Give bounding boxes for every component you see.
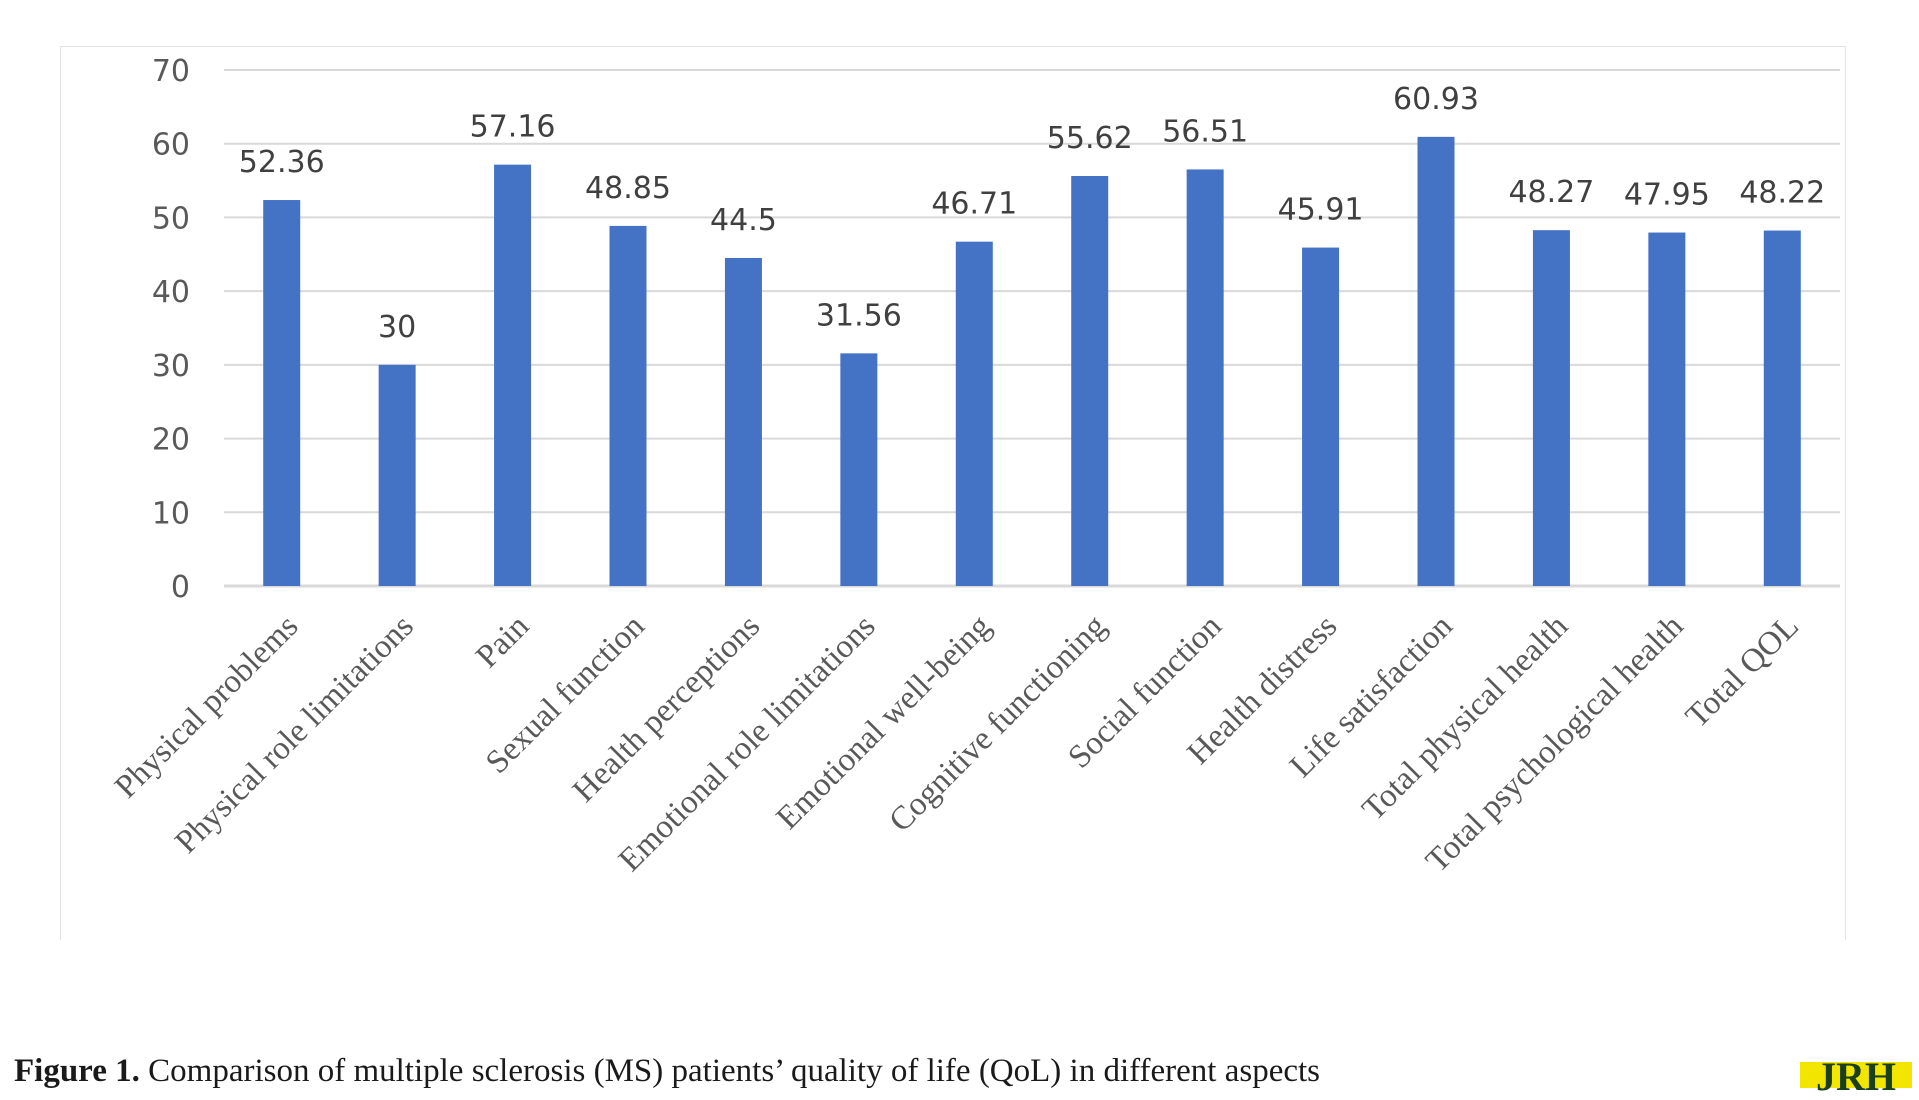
data-label: 57.16 xyxy=(470,110,556,145)
bar-chart: 0 10 20 30 40 50 60 70 52.36 30 57.16 48.85 44.5 31.… xyxy=(108,54,1840,880)
y-tick-label: 40 xyxy=(152,275,190,310)
data-label: 48.27 xyxy=(1508,175,1594,210)
bar xyxy=(1763,230,1801,586)
bar xyxy=(494,164,532,586)
logo-lettering: JRH xyxy=(1816,1056,1896,1096)
bar xyxy=(263,200,301,587)
y-tick-label: 20 xyxy=(152,423,190,458)
data-label: 48.22 xyxy=(1739,176,1825,211)
data-label: 52.36 xyxy=(239,145,325,180)
category-label: Total QOL xyxy=(1679,608,1806,735)
bar xyxy=(840,353,878,586)
journal-logo: JRH xyxy=(1800,1056,1912,1096)
bar xyxy=(1186,169,1224,587)
y-tick-label: 50 xyxy=(152,201,190,236)
category-label: Pain xyxy=(469,608,536,675)
category-label: Total physical health xyxy=(1356,608,1576,828)
y-tick-label: 0 xyxy=(171,570,190,605)
bar xyxy=(1648,232,1686,587)
y-tick-label: 70 xyxy=(152,54,190,89)
data-label: 55.62 xyxy=(1047,121,1133,156)
bar xyxy=(724,257,762,586)
data-label: 56.51 xyxy=(1162,114,1248,149)
bar xyxy=(378,364,416,586)
bar xyxy=(955,241,993,586)
bars xyxy=(263,136,1801,587)
category-label: Cognitive functioning xyxy=(882,608,1113,839)
chart-frame xyxy=(60,46,1846,940)
figure-caption: Figure 1. Comparison of multiple scleros… xyxy=(14,1053,1320,1090)
bar xyxy=(1532,230,1570,586)
y-tick-label: 10 xyxy=(152,496,190,531)
y-tick-label: 30 xyxy=(152,349,190,384)
figure-caption-text: Comparison of multiple sclerosis (MS) pa… xyxy=(139,1053,1320,1089)
data-label: 45.91 xyxy=(1278,193,1364,228)
bar xyxy=(1302,247,1340,587)
data-labels: 52.36 30 57.16 48.85 44.5 31.56 46.71 55.62 56.5… xyxy=(239,82,1825,345)
data-label: 47.95 xyxy=(1624,178,1710,213)
bar xyxy=(1417,136,1455,586)
y-axis-tick-labels: 0 10 20 30 40 50 60 70 xyxy=(152,54,190,605)
logo-band xyxy=(1800,1062,1912,1088)
data-label: 31.56 xyxy=(816,298,902,333)
category-label: Physical role limitations xyxy=(168,608,420,860)
figure-caption-label: Figure 1. xyxy=(14,1053,140,1089)
y-tick-label: 60 xyxy=(152,128,190,163)
category-label: Emotional well-being xyxy=(770,608,998,836)
bar xyxy=(609,225,647,587)
data-label: 60.93 xyxy=(1393,82,1479,117)
data-label: 48.85 xyxy=(585,171,671,206)
bar xyxy=(1071,176,1109,586)
gridlines xyxy=(224,69,1840,588)
data-label: 30 xyxy=(378,310,416,345)
data-label: 46.71 xyxy=(931,187,1017,222)
data-label: 44.5 xyxy=(710,203,777,238)
